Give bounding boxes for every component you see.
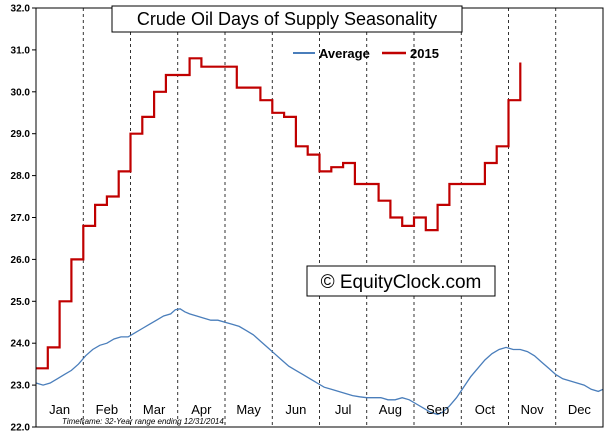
y-tick-label: 26.0 bbox=[11, 255, 31, 266]
x-tick-label: Jan bbox=[49, 402, 70, 417]
chart-title: Crude Oil Days of Supply Seasonality bbox=[137, 9, 437, 29]
grid-layer bbox=[82, 8, 557, 427]
x-tick-label: Nov bbox=[521, 402, 545, 417]
footnote: Timeframe: 32-Year range ending 12/31/20… bbox=[62, 417, 224, 426]
y-tick-label: 22.0 bbox=[11, 423, 31, 434]
legend-label-2015: 2015 bbox=[410, 46, 439, 61]
y-axis: 22.0 23.0 24.0 25.0 26.0 27.0 28.0 29.0 30.0 31.0… bbox=[11, 4, 36, 434]
title-box bbox=[111, 5, 463, 33]
x-tick-label: May bbox=[236, 402, 261, 417]
series-line-average bbox=[35, 308, 604, 416]
watermark-box bbox=[306, 265, 496, 297]
y-tick-label: 29.0 bbox=[11, 129, 31, 140]
legend: Average 2015 bbox=[293, 46, 439, 61]
y-tick-label: 25.0 bbox=[11, 297, 31, 308]
y-tick-label: 31.0 bbox=[11, 45, 31, 56]
watermark: © EquityClock.com bbox=[321, 272, 482, 293]
x-tick-label: Aug bbox=[379, 402, 402, 417]
x-tick-label: Feb bbox=[96, 402, 118, 417]
x-tick-label: Jul bbox=[335, 402, 352, 417]
x-axis: Jan Feb Mar Apr May Jun Jul Aug Sep Oct Nov Dec bbox=[49, 402, 591, 417]
y-tick-label: 32.0 bbox=[11, 4, 31, 15]
x-tick-label: Dec bbox=[568, 402, 592, 417]
x-tick-label: Sep bbox=[426, 402, 449, 417]
y-tick-label: 23.0 bbox=[11, 381, 31, 392]
y-tick-label: 27.0 bbox=[11, 213, 31, 224]
legend-label-average: Average bbox=[319, 46, 370, 61]
series-layer bbox=[35, 57, 604, 416]
x-tick-label: Apr bbox=[191, 402, 212, 417]
x-tick-label: Oct bbox=[475, 402, 496, 417]
y-tick-label: 24.0 bbox=[11, 339, 31, 350]
y-tick-label: 30.0 bbox=[11, 87, 31, 98]
x-tick-label: Jun bbox=[285, 402, 306, 417]
x-tick-label: Mar bbox=[143, 402, 166, 417]
y-tick-label: 28.0 bbox=[11, 171, 31, 182]
series-line-2015 bbox=[36, 57, 522, 370]
